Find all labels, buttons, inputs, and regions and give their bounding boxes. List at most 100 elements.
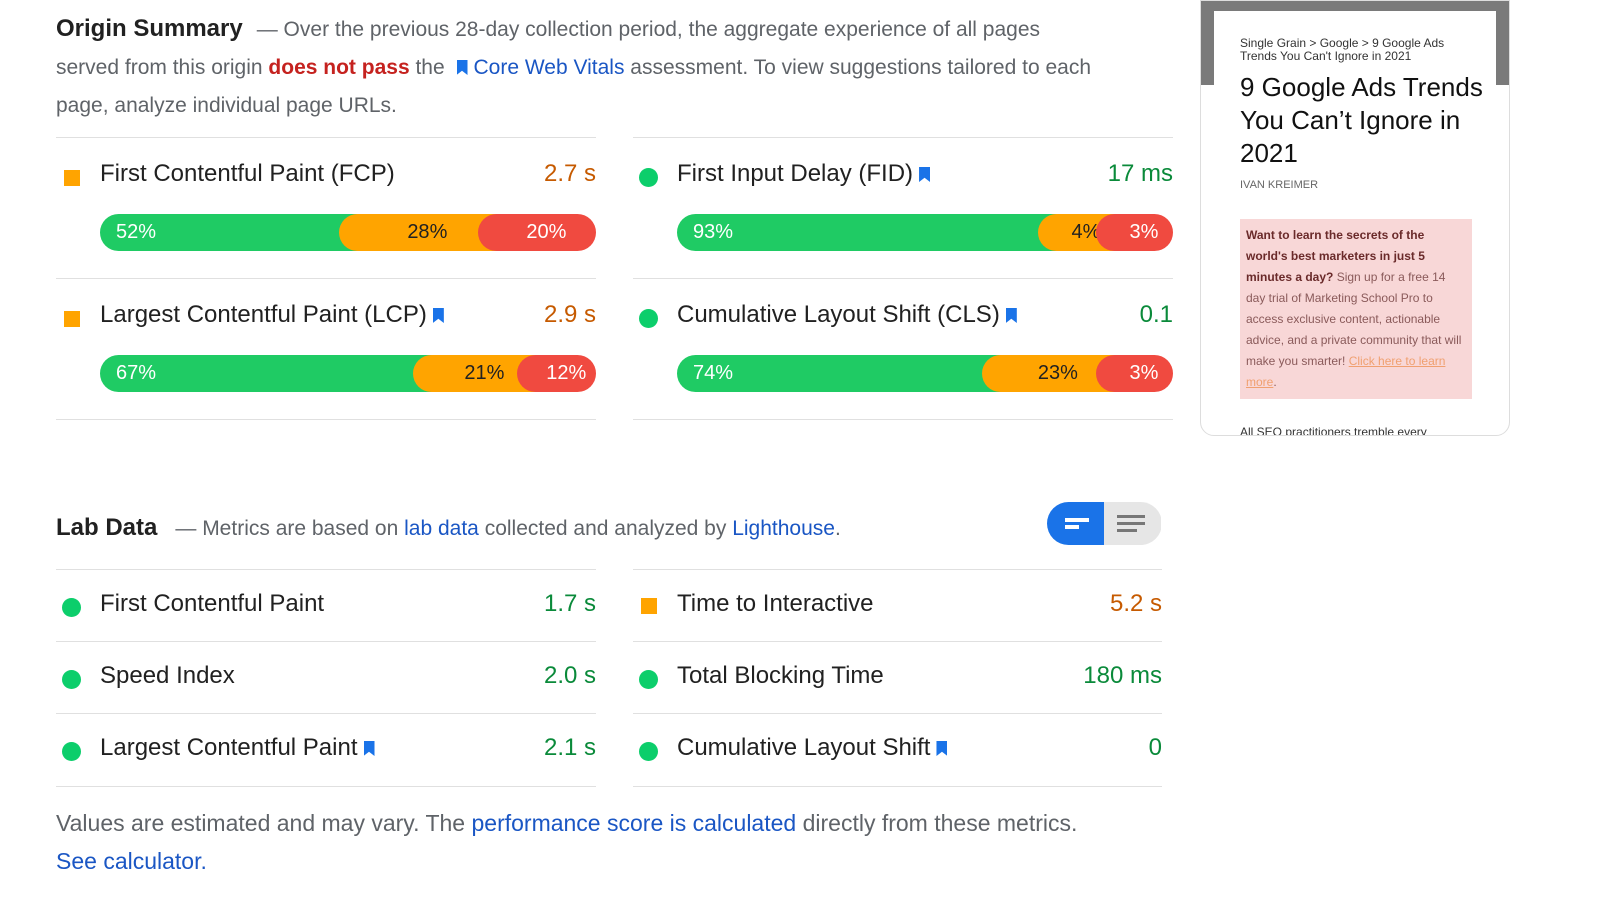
poor-segment: 20%	[477, 214, 596, 251]
expanded-view-button[interactable]	[1104, 502, 1161, 545]
summary-text: assessment. To view suggestions tailored…	[56, 56, 1092, 117]
poor-segment: 3%	[1096, 214, 1173, 251]
good-indicator-icon	[62, 670, 81, 689]
good-segment: 52%	[100, 214, 358, 251]
field-metric: First Contentful Paint (FCP) 2.7 s 52% 28…	[56, 137, 596, 278]
screenshot-title: 9 Google Ads Trends You Can’t Ignore in …	[1240, 72, 1483, 168]
metric-label: First Input Delay (FID)	[677, 160, 914, 187]
metric-value: 0.1	[1139, 301, 1173, 328]
distribution-bar: 93% 4% 3%	[677, 214, 1173, 251]
lab-text: .	[834, 517, 841, 540]
field-metric: Cumulative Layout Shift (CLS) 0.1 74% 23%…	[633, 278, 1173, 420]
metric-label: Cumulative Layout Shift	[677, 734, 931, 761]
distribution-bar: 67% 21% 12%	[100, 355, 596, 392]
average-percent: 4	[1071, 221, 1083, 243]
good-indicator-icon	[62, 598, 81, 617]
metric-value: 180 ms	[1083, 662, 1162, 689]
metric-label: Largest Contentful Paint (LCP)	[100, 301, 427, 328]
good-indicator-icon	[639, 309, 658, 328]
screenshot-promo: Want to learn the secrets of the world's…	[1240, 219, 1472, 399]
bookmark-icon[interactable]	[363, 741, 375, 756]
good-segment: 93%	[677, 214, 1057, 251]
origin-summary-title: Origin Summary	[56, 15, 243, 42]
bookmark-icon[interactable]	[919, 167, 931, 182]
bookmark-icon[interactable]	[432, 308, 444, 323]
distribution-bar: 74% 23% 3%	[677, 355, 1173, 392]
lab-data-header: Lab Data — Metrics are based on lab data …	[56, 514, 841, 542]
lab-metric: Speed Index 2.0 s	[56, 641, 596, 714]
good-indicator-icon	[639, 742, 658, 761]
good-percent: 74	[693, 362, 716, 384]
footer-text: directly from these metrics.	[796, 810, 1078, 836]
core-web-vitals-link[interactable]: Core Web Vitals	[473, 56, 625, 79]
screenshot-author: IVAN KREIMER	[1240, 179, 1319, 191]
good-segment: 67%	[100, 355, 433, 392]
average-segment: 23%	[981, 355, 1115, 392]
average-percent: 23	[1037, 362, 1061, 384]
lab-metric: Time to Interactive 5.2 s	[633, 569, 1162, 642]
bookmark-icon[interactable]	[936, 741, 948, 756]
score-calculated-link[interactable]: performance score is calculated	[471, 810, 797, 836]
lab-metric: Cumulative Layout Shift 0	[633, 713, 1162, 787]
lab-data-link[interactable]: lab data	[404, 517, 479, 540]
metric-value: 17 ms	[1107, 160, 1173, 187]
lab-text: collected and analyzed by	[478, 517, 733, 540]
footer-text: Values are estimated and may vary. The	[56, 810, 472, 836]
metric-label: Largest Contentful Paint	[100, 734, 358, 761]
origin-summary: Origin Summary — Over the previous 28-day…	[56, 10, 1096, 125]
metric-value: 2.7 s	[543, 160, 596, 187]
good-indicator-icon	[639, 168, 658, 187]
good-percent: 52	[116, 221, 139, 243]
metric-value: 2.9 s	[543, 301, 596, 328]
good-percent: 67	[116, 362, 139, 384]
metric-value: 2.0 s	[543, 662, 596, 689]
compact-view-button[interactable]	[1047, 502, 1104, 545]
page-screenshot: Single Grain > Google > 9 Google Ads Tre…	[1200, 0, 1510, 436]
field-metric: Largest Contentful Paint (LCP) 2.9 s 67% …	[56, 278, 596, 420]
lighthouse-link[interactable]: Lighthouse	[732, 517, 835, 540]
poor-percent: 3	[1129, 221, 1141, 243]
poor-percent: 3	[1129, 362, 1141, 384]
metric-label: Cumulative Layout Shift (CLS)	[677, 301, 1000, 328]
screenshot-body: All SEO practitioners tremble every	[1240, 425, 1427, 436]
metric-value: 0	[1148, 734, 1162, 761]
poor-percent: 20	[526, 221, 549, 243]
summary-text: — Over the previous 28-day collection pe…	[56, 18, 1041, 79]
average-segment: 21%	[413, 355, 537, 392]
fail-text: does not pass	[268, 56, 410, 79]
average-percent: 28	[407, 221, 430, 243]
lab-metric: Largest Contentful Paint 2.1 s	[56, 713, 596, 787]
metric-label: First Contentful Paint (FCP)	[100, 160, 395, 187]
metric-value: 1.7 s	[543, 590, 596, 617]
compact-list-icon	[1065, 518, 1089, 522]
promo-link: Click here to learn more	[1246, 354, 1446, 389]
metric-label: Time to Interactive	[677, 590, 874, 617]
good-segment: 74%	[677, 355, 1001, 392]
lab-metric: First Contentful Paint 1.7 s	[56, 569, 596, 642]
metric-label: Total Blocking Time	[677, 662, 884, 689]
summary-text: the	[409, 56, 451, 79]
poor-percent: 12	[546, 362, 569, 384]
metric-label: Speed Index	[100, 662, 235, 689]
poor-segment: 3%	[1095, 355, 1173, 392]
average-indicator-icon	[64, 311, 80, 327]
average-indicator-icon	[641, 598, 657, 614]
metric-value: 5.2 s	[1109, 590, 1162, 617]
good-percent: 93	[693, 221, 716, 243]
average-segment: 28%	[338, 214, 497, 251]
good-indicator-icon	[62, 742, 81, 761]
list-icon	[1117, 515, 1145, 518]
screenshot-breadcrumb: Single Grain > Google > 9 Google Ads Tre…	[1240, 36, 1445, 63]
distribution-bar: 52% 28% 20%	[100, 214, 596, 251]
view-toggle[interactable]	[1047, 502, 1162, 545]
average-percent: 21	[464, 362, 487, 384]
promo-text: Sign up for a free 14 day trial of Marke…	[1246, 270, 1462, 368]
lab-text: — Metrics are based on	[175, 517, 405, 540]
footer-note: Values are estimated and may vary. The p…	[56, 804, 1096, 880]
promo-end: .	[1273, 375, 1277, 389]
lab-metric: Total Blocking Time 180 ms	[633, 641, 1162, 714]
bookmark-icon	[456, 60, 468, 75]
see-calculator-link[interactable]: See calculator.	[56, 848, 207, 874]
promo-bold: Want to learn the secrets of the world's…	[1246, 228, 1425, 284]
bookmark-icon[interactable]	[1005, 308, 1017, 323]
